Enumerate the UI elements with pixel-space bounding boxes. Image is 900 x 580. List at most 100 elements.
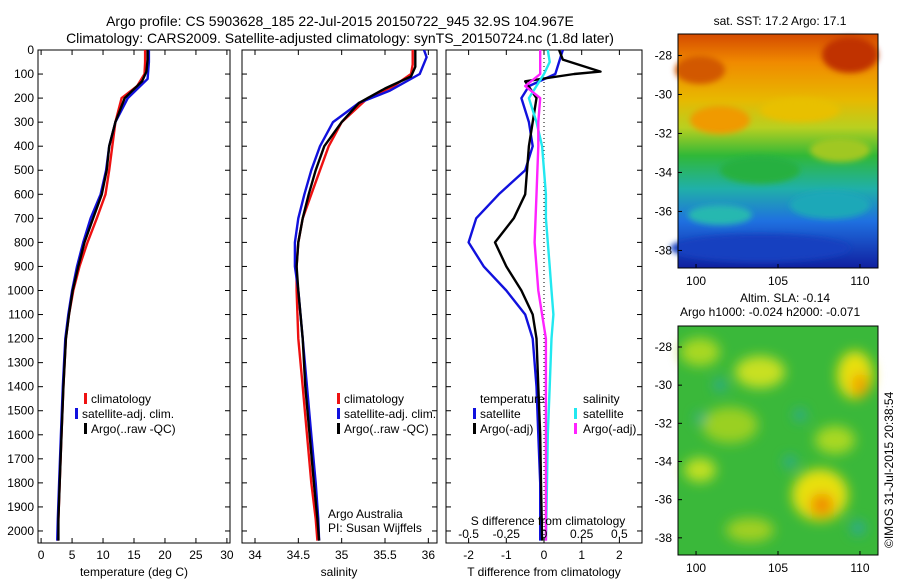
- temperature-x-ticks: 0 5 10 15 20 25 30: [38, 50, 234, 562]
- sst-map-ticks: 100 105 110 -28 -30 -32 -34 -36 -38: [655, 48, 870, 288]
- difference-top-ticks: -0.5 -0.25 0 0.25 0.5: [458, 527, 628, 541]
- y-tick-label: -28: [655, 48, 673, 62]
- temperature-x-label: temperature (deg C): [80, 565, 188, 579]
- temperature-legend: climatology satellite-adj. clim. Argo(..…: [75, 392, 176, 436]
- legend-salinity-title: salinity: [583, 392, 620, 406]
- series-salinity-argo-adj-: [524, 50, 548, 541]
- series-temperature-satellite: [467, 50, 564, 541]
- y-tick-label: 1500: [7, 404, 34, 418]
- y-tick-label: 2000: [7, 524, 34, 538]
- x-tick-label: 2: [616, 548, 623, 562]
- y-tick-label: 800: [14, 235, 34, 249]
- top-tick-label: 0.5: [611, 527, 628, 541]
- salinity-x-ticks: 34 34.5 35 35.5 36: [248, 50, 435, 562]
- y-tick-label: 300: [14, 115, 34, 129]
- top-tick-label: 0: [541, 527, 548, 541]
- legend-swatch-satellite: [75, 408, 78, 419]
- y-tick-label: 600: [14, 187, 34, 201]
- temperature-y-ticks: 0 100 200 300 400 500 600 700 800 900 1000 1100 1200…: [7, 43, 230, 538]
- legend-swatch-s-satellite: [574, 408, 577, 419]
- pi-label: PI: Susan Wijffels: [328, 521, 422, 535]
- legend-temperature-title: temperature: [480, 392, 545, 406]
- legend-swatch-t-satellite: [473, 408, 476, 419]
- y-tick-label: 1000: [7, 283, 34, 297]
- y-tick-label: -36: [655, 204, 673, 218]
- top-tick-label: -0.5: [458, 527, 479, 541]
- legend-swatch-climatology: [84, 393, 87, 404]
- x-tick-label: 20: [158, 548, 172, 562]
- y-tick-label: 1100: [8, 308, 34, 322]
- series-argo-raw-qc-: [295, 50, 417, 541]
- y-tick-label: 1700: [7, 452, 34, 466]
- legend-satellite-adj: satellite-adj. clim.: [344, 407, 436, 421]
- legend-swatch-argo: [84, 423, 87, 434]
- difference-series: [467, 50, 602, 541]
- y-tick-label: 400: [14, 139, 34, 153]
- legend-s-argo: Argo(-adj): [583, 422, 636, 436]
- legend-swatch-s-argo: [574, 423, 577, 434]
- temperature-series: [56, 50, 151, 541]
- legend-t-satellite: satellite: [480, 407, 521, 421]
- x-tick-label: 10: [96, 548, 110, 562]
- y-tick-label: -34: [655, 454, 673, 468]
- y-tick-label: -30: [655, 87, 673, 101]
- x-tick-label: 34.5: [287, 548, 311, 562]
- y-tick-label: 1800: [7, 476, 34, 490]
- y-tick-label: -32: [655, 126, 673, 140]
- difference-top-x-label: S difference from climatology: [471, 514, 626, 528]
- y-tick-label: -28: [655, 340, 673, 354]
- imos-timestamp: ©IMOS 31-Jul-2015 20:38:54: [882, 391, 896, 548]
- series-satellite-adj-clim-: [293, 50, 428, 541]
- x-tick-label: 35.5: [373, 548, 397, 562]
- x-tick-label: 5: [69, 548, 76, 562]
- series-argo-raw-qc-: [57, 50, 149, 541]
- y-tick-label: -34: [655, 165, 673, 179]
- y-tick-label: 1200: [7, 332, 34, 346]
- x-tick-label: 35: [335, 548, 349, 562]
- x-tick-label: 25: [189, 548, 203, 562]
- y-tick-label: 1300: [7, 356, 34, 370]
- y-tick-label: 1400: [7, 380, 34, 394]
- top-tick-label: 0.25: [570, 527, 594, 541]
- x-tick-label: 1: [578, 548, 585, 562]
- y-tick-label: 900: [14, 259, 34, 273]
- x-tick-label: 105: [768, 561, 788, 575]
- legend-swatch-t-argo: [473, 423, 476, 434]
- y-tick-label: 1600: [7, 428, 34, 442]
- y-tick-label: -30: [655, 378, 673, 392]
- sla-map: [677, 325, 879, 556]
- y-tick-label: -32: [655, 416, 673, 430]
- x-tick-label: 34: [248, 548, 262, 562]
- temperature-plot-frame: [37, 49, 231, 544]
- y-tick-label: 0: [27, 43, 34, 57]
- y-tick-label: 100: [14, 67, 34, 81]
- legend-satellite-adj: satellite-adj. clim.: [82, 407, 174, 421]
- salinity-x-label: salinity: [321, 565, 358, 579]
- difference-plot-frame: [445, 49, 643, 544]
- salinity-plot-frame: [241, 49, 438, 544]
- sla-map-ticks: 100 105 110 -28 -30 -32 -34 -36 -38: [655, 340, 870, 575]
- y-tick-label: 700: [14, 211, 34, 225]
- x-tick-label: 36: [422, 548, 436, 562]
- series-salinity-satellite: [527, 50, 555, 541]
- salinity-series: [293, 50, 428, 541]
- argo-australia-label: Argo Australia: [328, 507, 403, 521]
- legend-swatch-climatology: [337, 393, 340, 404]
- sla-map-title-line2: Argo h1000: -0.024 h2000: -0.071: [680, 305, 860, 319]
- x-tick-label: 100: [686, 561, 706, 575]
- legend-climatology: climatology: [91, 392, 151, 406]
- series-temperature-argo-adj-: [493, 50, 602, 541]
- y-tick-label: 1900: [7, 500, 34, 514]
- x-tick-label: 30: [220, 548, 234, 562]
- x-tick-label: 105: [768, 274, 788, 288]
- x-tick-label: 0: [38, 548, 45, 562]
- y-tick-label: -36: [655, 493, 673, 507]
- legend-s-satellite: satellite: [583, 407, 624, 421]
- legend-argo-raw: Argo(..raw -QC): [344, 422, 429, 436]
- sla-map-title-line1: Altim. SLA: -0.14: [740, 291, 830, 305]
- chart-title-line2: Climatology: CARS2009. Satellite-adjuste…: [66, 30, 614, 46]
- legend-t-argo: Argo(-adj): [480, 422, 533, 436]
- x-tick-label: -1: [501, 548, 512, 562]
- sst-map: [670, 33, 879, 269]
